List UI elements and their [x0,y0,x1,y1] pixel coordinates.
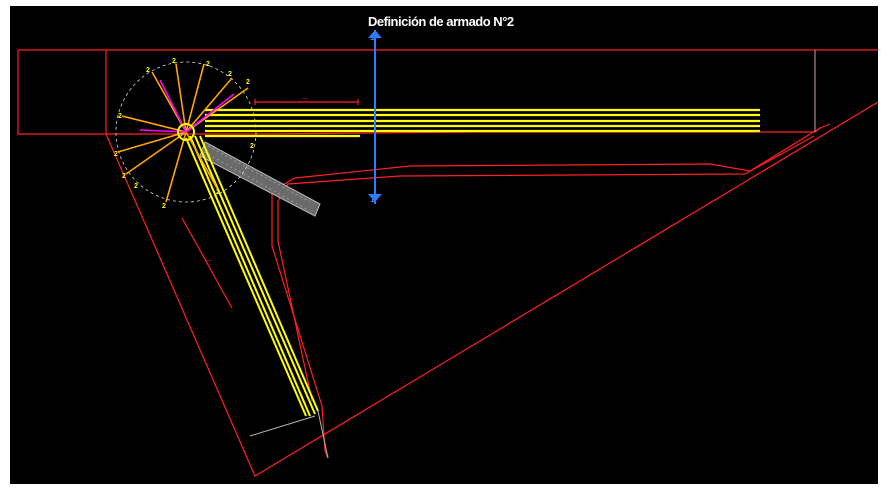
wall-dimension-label: — [206,258,212,264]
bar-mark: 2 [146,67,150,74]
wall-rebar-1 [189,135,311,417]
wall-rebar-3 [199,135,319,412]
slab-dimension-label: — [302,96,308,102]
bar-mark: 2 [172,58,176,65]
wall-rebar-4 [185,137,307,417]
dimension-lines [181,99,359,309]
wall-inner-edge [271,127,821,459]
accent-bar-3 [185,93,235,133]
bar-mark: 2 [228,71,232,78]
radial-bar-10 [185,131,219,191]
slab-left-edge [17,50,106,135]
bar-mark: 2 [246,79,250,86]
wall-dimension-line [181,217,233,309]
bar-mark: 2 [118,113,122,120]
wall-rebars [185,135,319,417]
bar-marks: 2 2 2 2 2 2 2 2 2 2 2 2 [114,58,254,210]
bar-mark: 2 [250,143,254,150]
drawing-title: Definición de armado N°2 [368,14,514,29]
radial-bar-2 [175,63,187,133]
slab-bottom-edge [106,131,815,135]
cad-viewport[interactable]: Definición de armado N°2 [10,6,878,484]
slab-end-tick [819,123,831,129]
cad-drawing: Definición de armado N°2 [17,14,878,477]
wall-base-end [317,410,329,459]
wall-outer-edge [105,101,878,477]
radial-bar-8 [125,131,187,175]
bar-mark: 2 [134,183,138,190]
wall-inner-edge-2 [277,135,815,402]
bar-mark: 2 [122,173,126,180]
radial-bar-9 [165,131,187,203]
section-axis-arrow-icon [368,30,382,38]
radial-bar-4 [185,77,233,133]
bar-mark: 2 [206,61,210,68]
section-axis: 1 1 [368,30,382,204]
accent-bar-2 [159,79,187,133]
bar-bundle-node [177,123,195,141]
wall-rebar-2 [194,135,316,415]
radial-bar-7 [117,131,187,153]
hatch-line-1 [207,145,311,203]
radial-bars [117,63,249,203]
radial-bar-6 [121,115,187,133]
hatch-section [199,50,816,459]
wall-base-section [249,415,316,437]
bar-mark: 2 [162,203,166,210]
bar-mark: 2 [114,151,118,158]
section-axis-arrow-icon [368,194,382,202]
slab-rebars [205,108,760,138]
bar-mark: 2 [216,189,220,196]
radial-bar-3 [185,63,205,133]
